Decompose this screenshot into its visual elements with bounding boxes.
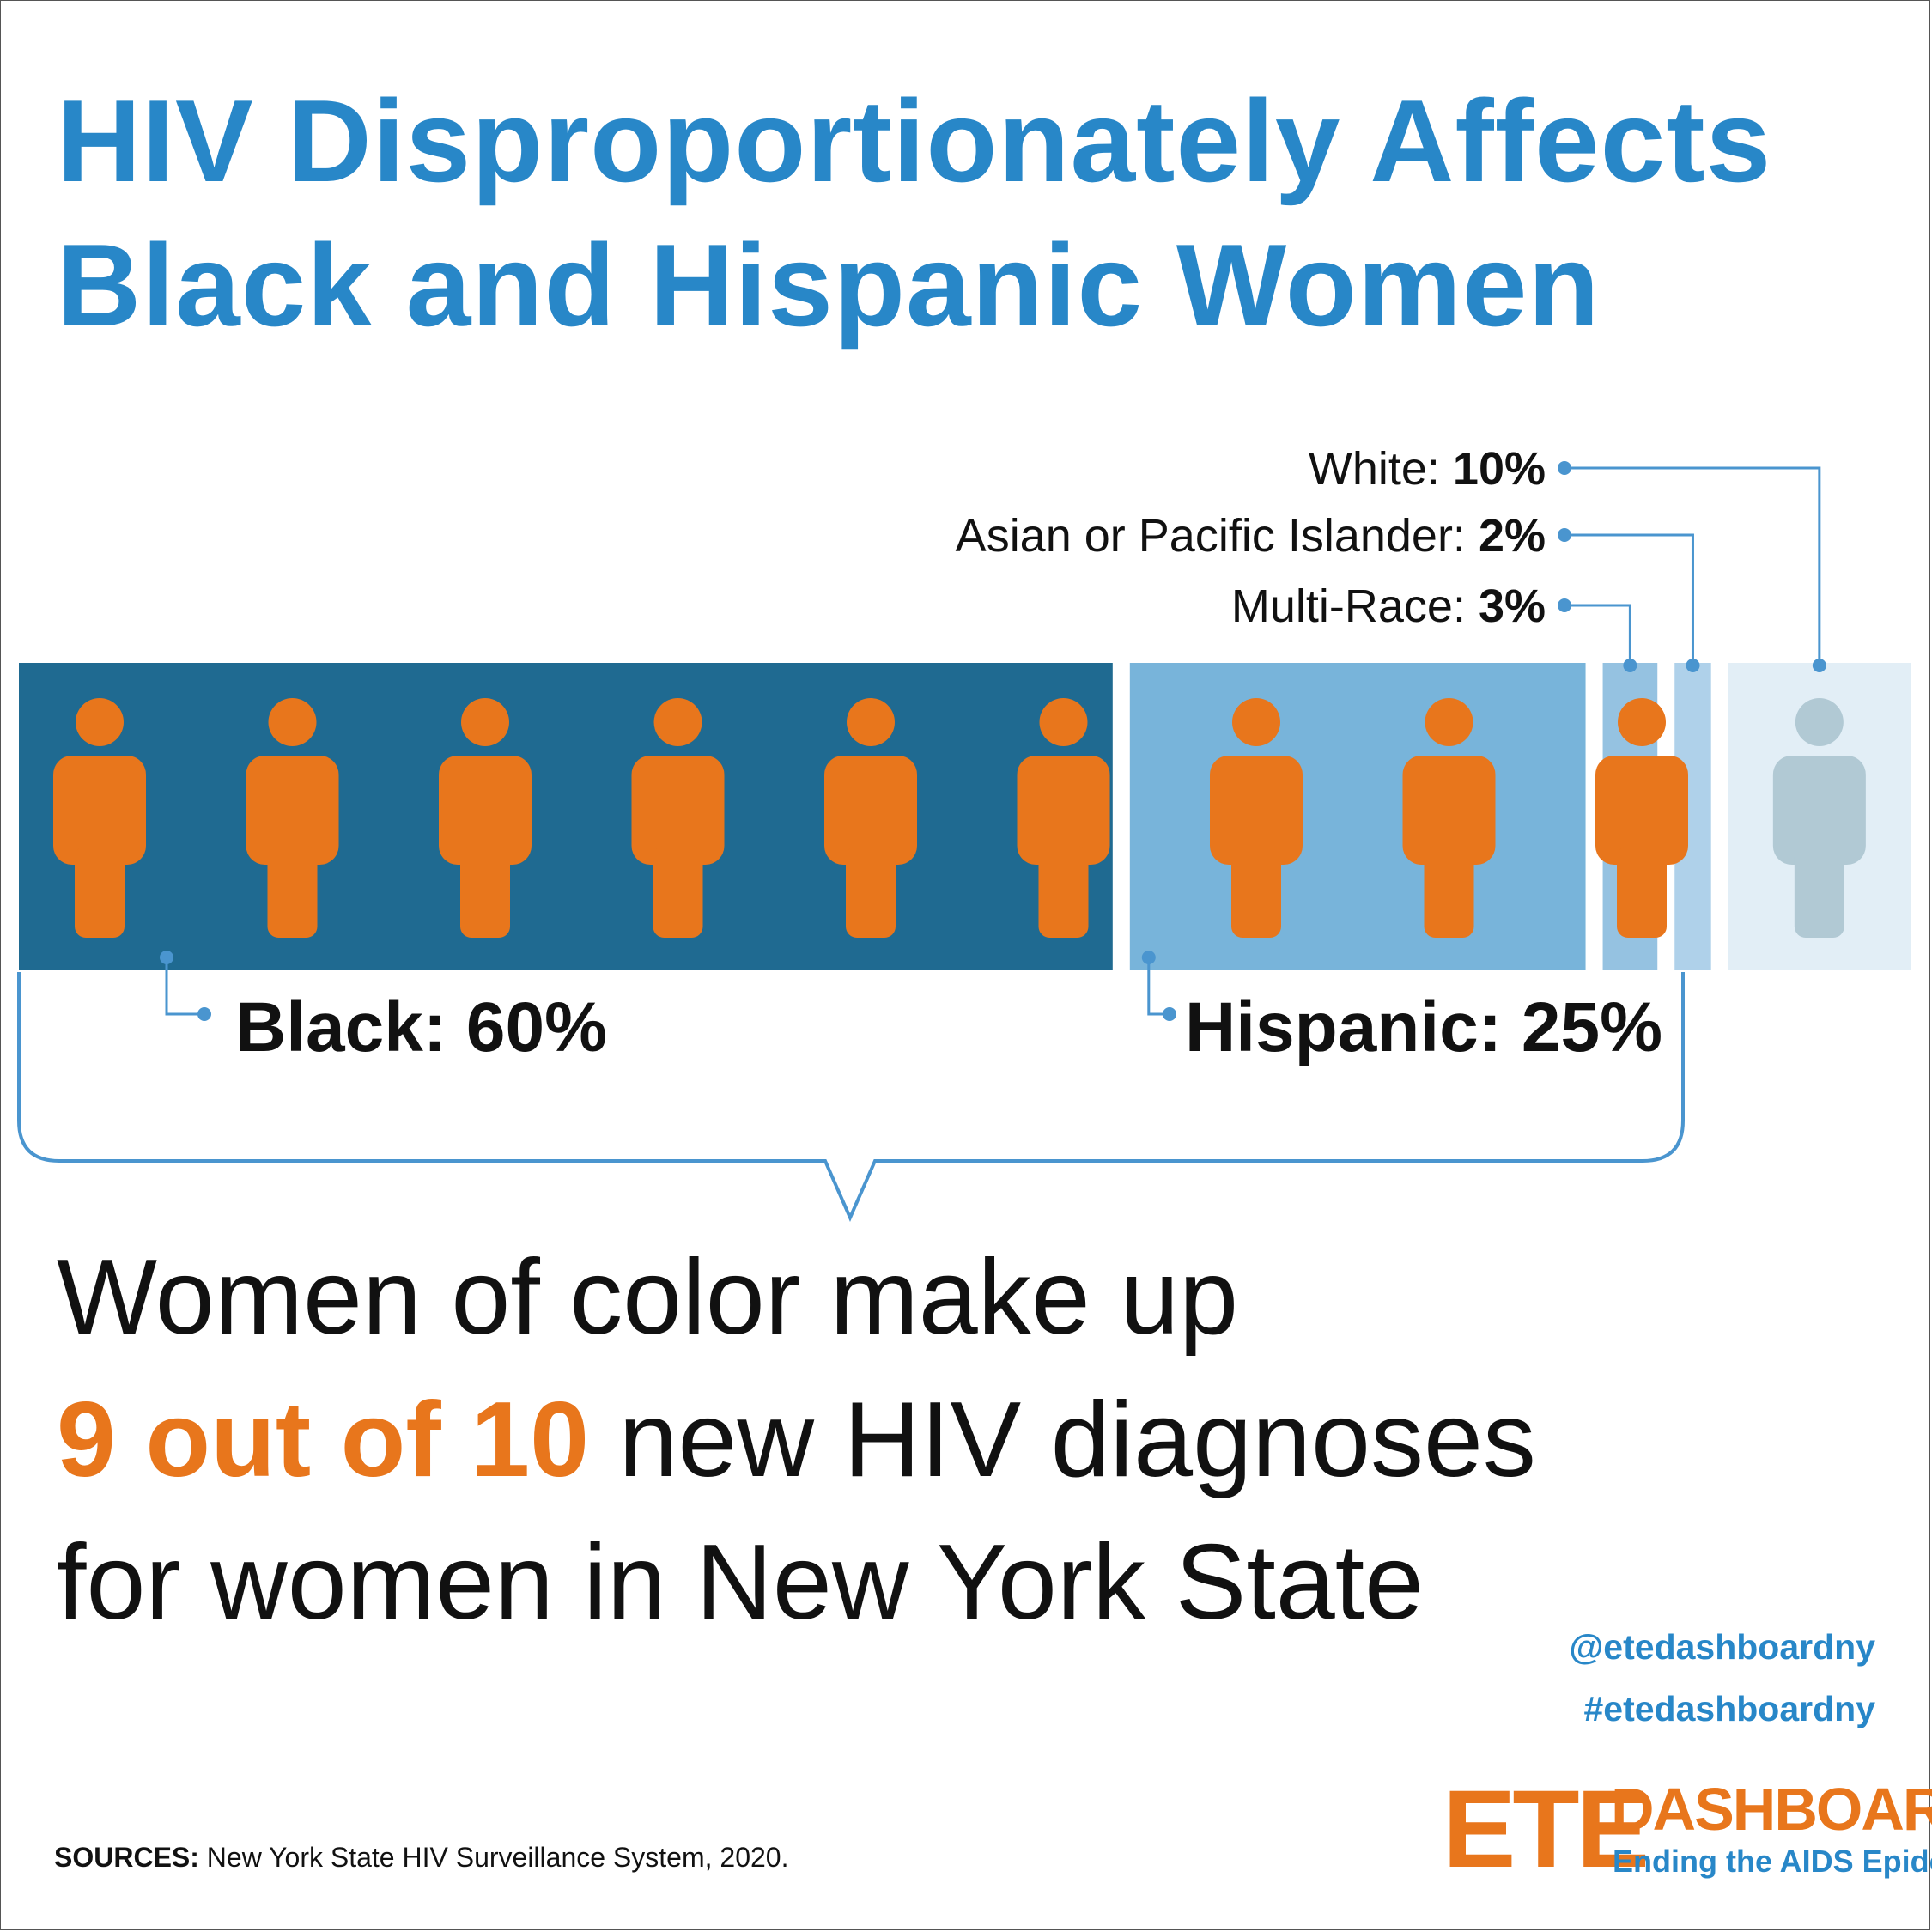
person-icon-white-1 (1772, 698, 1866, 938)
headline-line-3: for women in New York State (57, 1523, 1425, 1642)
label-hispanic-value: 25% (1522, 988, 1662, 1066)
connector-end-hispanic (1163, 1007, 1176, 1021)
person-icon-5 (824, 698, 917, 938)
person-icon-9 (1595, 698, 1688, 938)
sources-label: SOURCES: (54, 1842, 199, 1873)
connector-line-white (1564, 466, 1821, 665)
label-multi-race: Multi-Race: 3% (1231, 580, 1546, 632)
connector-line-multi-race (1564, 604, 1631, 665)
person-icon-8 (1402, 698, 1496, 938)
label-white: White: 10% (1309, 443, 1546, 495)
logo-ete: ETE (1443, 1768, 1649, 1891)
title-line-1: HIV Disproportionately Affects (57, 76, 1772, 206)
connector-line-asian-or-pacific-islander (1564, 533, 1694, 665)
label-black-category: Black: (235, 988, 466, 1066)
women-of-color-bracket (17, 972, 1685, 1222)
social-hashtag: #etedashboardny (1583, 1689, 1876, 1728)
person-icon-2 (246, 698, 339, 938)
person-icon-6 (1017, 698, 1110, 938)
label-black: Black: 60% (235, 988, 607, 1066)
person-icon-4 (631, 698, 725, 938)
label-asian-or-pacific-islander-category: Asian or Pacific Islander: (956, 510, 1479, 562)
social-handle: @etedashboardny (1569, 1627, 1875, 1667)
headline: Women of color make up 9 out of 10 new H… (57, 1226, 1536, 1654)
ete-dashboard-logo: ETE DASHBOARD Ending the AIDS Epidemic (1443, 1768, 1932, 1891)
headline-line-2: 9 out of 10 new HIV diagnoses (57, 1369, 1536, 1511)
logo-tagline: Ending the AIDS Epidemic (1613, 1844, 1932, 1879)
label-multi-race-category: Multi-Race: (1231, 580, 1479, 632)
headline-highlight: 9 out of 10 (57, 1381, 590, 1499)
label-white-value: 10% (1453, 443, 1546, 495)
bar-hispanic (1129, 663, 1586, 970)
label-asian-or-pacific-islander: Asian or Pacific Islander: 2% (956, 510, 1546, 562)
person-icon-1 (53, 698, 146, 938)
person-icon-3 (439, 698, 532, 938)
sources-note: SOURCES: New York State HIV Surveillance… (54, 1842, 788, 1874)
connector-line-black (165, 957, 200, 1016)
page-title: HIV Disproportionately Affects Black and… (57, 69, 1771, 357)
headline-line-2-rest: new HIV diagnoses (589, 1381, 1536, 1499)
connector-line-hispanic (1147, 957, 1165, 1016)
label-hispanic-category: Hispanic: (1185, 988, 1522, 1066)
bar-black (19, 663, 1113, 970)
logo-dashboard: DASHBOARD (1611, 1776, 1932, 1843)
label-black-value: 60% (466, 988, 607, 1066)
connector-end-black (197, 1007, 211, 1021)
sources-text: New York State HIV Surveillance System, … (198, 1842, 789, 1873)
label-multi-race-value: 3% (1479, 580, 1546, 632)
label-white-category: White: (1309, 443, 1453, 495)
person-icon-7 (1210, 698, 1303, 938)
title-line-2: Black and Hispanic Women (57, 220, 1601, 350)
label-connectors (160, 461, 1826, 1021)
label-asian-or-pacific-islander-value: 2% (1479, 510, 1546, 562)
person-icons (53, 698, 1866, 938)
headline-line-1: Women of color make up (57, 1238, 1239, 1357)
label-hispanic: Hispanic: 25% (1185, 988, 1662, 1066)
data-labels: Black: 60% Hispanic: 25% White: 10% Asian o… (235, 443, 1662, 1066)
